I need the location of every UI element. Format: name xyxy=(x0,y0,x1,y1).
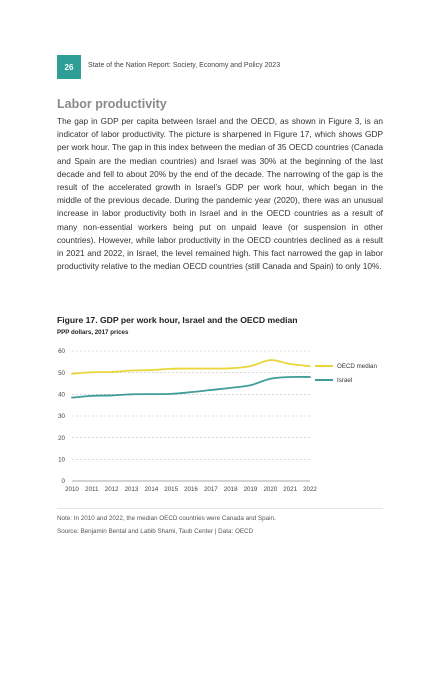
x-tick-label: 2017 xyxy=(204,486,218,493)
y-tick-label: 20 xyxy=(58,435,65,442)
body-paragraph: The gap in GDP per capita between Israel… xyxy=(57,116,383,272)
page-number: 26 xyxy=(64,62,74,72)
x-tick-label: 2020 xyxy=(263,486,277,493)
y-tick-label: 40 xyxy=(58,392,65,399)
x-tick-label: 2013 xyxy=(125,486,139,493)
figure-title: Figure 17. GDP per work hour, Israel and… xyxy=(57,315,298,325)
series-line-israel xyxy=(71,375,311,399)
y-tick-label: 30 xyxy=(58,413,65,420)
figure-divider xyxy=(57,508,383,509)
figure-source: Source: Benjamin Bental and Labib Shami,… xyxy=(57,528,254,535)
figure-subtitle: PPP dollars, 2017 prices xyxy=(57,329,129,336)
x-tick-label: 2011 xyxy=(85,486,99,493)
x-tick-label: 2015 xyxy=(164,486,178,493)
running-header: State of the Nation Report: Society, Eco… xyxy=(88,62,281,69)
y-tick-label: 50 xyxy=(58,370,65,377)
x-tick-label: 2012 xyxy=(105,486,119,493)
section-title: Labor productivity xyxy=(57,97,167,111)
legend-label-israel: Israel xyxy=(337,377,352,384)
x-tick-label: 2021 xyxy=(283,486,297,493)
chart-legend: OECD median Israel xyxy=(315,363,377,384)
y-tick-label: 0 xyxy=(62,478,66,485)
x-tick-label: 2010 xyxy=(65,486,79,493)
figure-note: Note: In 2010 and 2022, the median OECD … xyxy=(57,515,276,522)
page-number-badge: 26 xyxy=(57,55,81,79)
y-tick-label: 60 xyxy=(58,348,65,355)
x-tick-label: 2022 xyxy=(303,486,317,493)
legend-label-oecd-median: OECD median xyxy=(337,363,377,370)
x-tick-label: 2018 xyxy=(224,486,238,493)
chart-axes: 0 10 20 30 40 50 60 2010 2011 2012 2013 2014 2015 201… xyxy=(58,348,317,493)
chart-series xyxy=(71,359,311,399)
x-tick-label: 2014 xyxy=(144,486,158,493)
x-tick-label: 2019 xyxy=(244,486,258,493)
x-tick-label: 2016 xyxy=(184,486,198,493)
y-tick-label: 10 xyxy=(58,457,65,464)
series-line-oecd-median xyxy=(71,359,311,375)
chart-grid xyxy=(72,350,310,460)
